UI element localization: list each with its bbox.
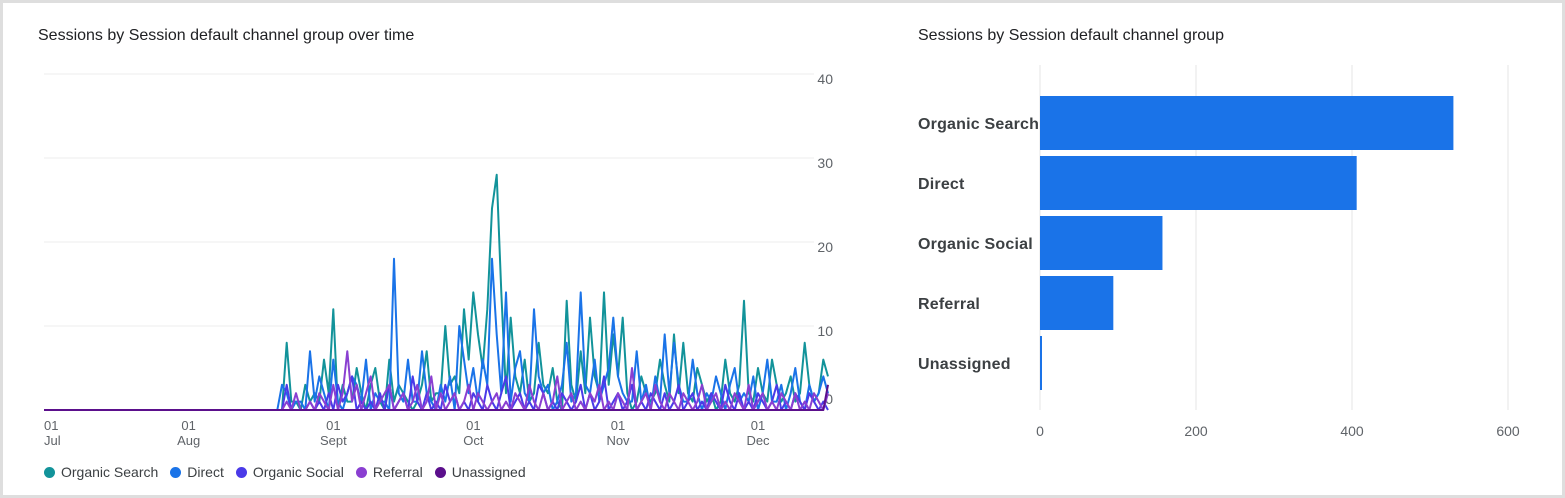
category-label: Direct	[918, 176, 965, 193]
category-label: Organic Social	[918, 236, 1033, 253]
bar-chart-title: Sessions by Session default channel grou…	[918, 27, 1224, 44]
legend-dot-icon	[355, 466, 367, 478]
bar-organic-social	[1040, 216, 1163, 270]
legend-dot-icon	[170, 466, 182, 478]
legend-item[interactable]: Unassigned	[434, 464, 526, 480]
x-tick-month: Aug	[177, 433, 200, 448]
x-tick-label: 400	[1340, 423, 1364, 439]
legend-label: Organic Search	[61, 464, 159, 480]
bar-referral	[1040, 276, 1114, 330]
x-tick-month: Jul	[44, 433, 61, 448]
x-tick-month: Dec	[746, 433, 770, 448]
bar-organic-search	[1040, 96, 1454, 150]
y-tick-label: 0	[825, 391, 833, 407]
y-tick-label: 40	[817, 71, 833, 87]
category-label: Unassigned	[918, 356, 1011, 373]
x-tick-label: 0	[1036, 423, 1044, 439]
legend-item[interactable]: Referral	[355, 464, 423, 480]
series-line-organic-search	[44, 173, 829, 411]
legend-label: Unassigned	[451, 464, 526, 480]
legend-dot-icon	[44, 466, 55, 478]
sessions-by-channel-chart[interactable]: 0 200 400 600 Organic Search Direct Organic So…	[900, 60, 1550, 460]
legend-item[interactable]: Direct	[170, 464, 224, 480]
x-tick-label: 600	[1496, 423, 1520, 439]
x-tick-day: 01	[466, 418, 480, 433]
x-tick-day: 01	[44, 418, 58, 433]
legend-label: Direct	[187, 464, 224, 480]
y-tick-label: 30	[817, 155, 833, 171]
x-tick-day: 01	[326, 418, 340, 433]
legend-dot-icon	[434, 466, 446, 478]
legend-dot-icon	[235, 466, 247, 478]
legend-label: Organic Social	[252, 464, 344, 480]
y-tick-label: 20	[817, 239, 833, 255]
category-label: Organic Search	[918, 116, 1039, 133]
chart-legend: Organic Search Direct Organic Social Referr…	[44, 464, 526, 480]
legend-item[interactable]: Organic Social	[235, 464, 344, 480]
x-tick-month: Sept	[320, 433, 347, 448]
x-tick-month: Nov	[606, 433, 630, 448]
series-line-direct	[44, 257, 829, 411]
legend-item[interactable]: Organic Search	[44, 464, 158, 480]
x-tick-label: 200	[1184, 423, 1208, 439]
bar-unassigned	[1040, 336, 1042, 390]
x-tick-month: Oct	[463, 433, 484, 448]
series-line-unassigned	[44, 384, 829, 411]
x-tick-day: 01	[181, 418, 195, 433]
bar-direct	[1040, 156, 1357, 210]
legend-label: Referral	[372, 464, 423, 480]
x-tick-day: 01	[751, 418, 765, 433]
line-chart-title: Sessions by Session default channel grou…	[38, 27, 415, 44]
y-tick-label: 10	[817, 323, 833, 339]
x-tick-day: 01	[611, 418, 625, 433]
category-label: Referral	[918, 296, 980, 313]
